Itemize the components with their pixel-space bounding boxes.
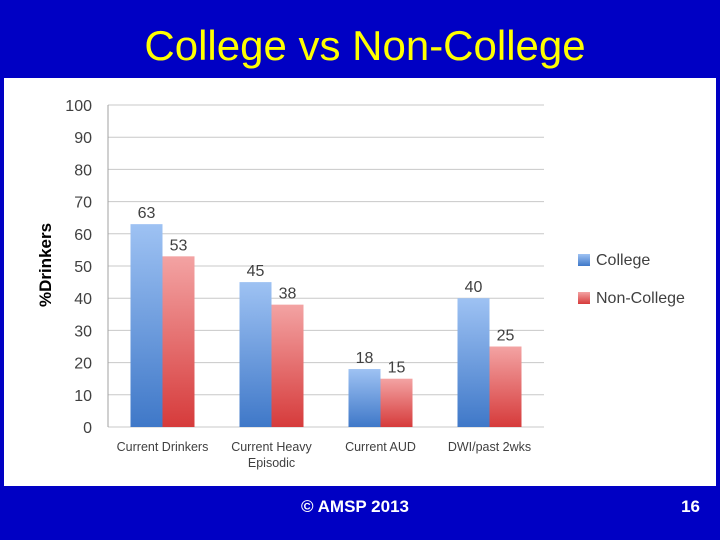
y-tick-label: 0 bbox=[83, 420, 92, 437]
bar-non-college bbox=[271, 304, 304, 427]
data-label: 53 bbox=[170, 237, 188, 254]
bar-college bbox=[130, 224, 163, 427]
y-tick-label: 50 bbox=[74, 259, 92, 276]
legend-label: Non-College bbox=[596, 290, 685, 307]
data-label: 15 bbox=[388, 360, 406, 377]
data-labels: 63 53 45 38 18 15 40 25 bbox=[138, 205, 515, 377]
y-tick-labels: 0 10 20 30 40 50 60 70 80 90 100 bbox=[65, 98, 92, 437]
data-label: 18 bbox=[356, 350, 374, 367]
bar-college bbox=[457, 298, 490, 427]
y-axis-label: %Drinkers bbox=[36, 223, 55, 307]
legend-swatch bbox=[578, 254, 590, 266]
bar-college bbox=[348, 369, 381, 427]
x-tick-label: Episodic bbox=[248, 456, 295, 470]
x-tick-label: Current Drinkers bbox=[117, 440, 209, 454]
bars bbox=[130, 224, 522, 427]
slide-title: College vs Non-College bbox=[144, 22, 586, 69]
y-tick-label: 20 bbox=[74, 356, 92, 373]
legend-label: College bbox=[596, 252, 650, 269]
y-tick-label: 40 bbox=[74, 291, 92, 308]
x-tick-labels: Current Drinkers Current Heavy Episodic Cur… bbox=[117, 440, 532, 470]
legend: College Non-College bbox=[578, 252, 685, 307]
y-tick-label: 80 bbox=[74, 162, 92, 179]
x-tick-label: Current Heavy bbox=[231, 440, 312, 454]
y-tick-label: 100 bbox=[65, 98, 92, 115]
copyright-footer: © AMSP 2013 bbox=[301, 497, 409, 516]
page-number: 16 bbox=[681, 497, 700, 516]
data-label: 25 bbox=[497, 328, 515, 345]
y-tick-label: 60 bbox=[74, 227, 92, 244]
bar-non-college bbox=[380, 378, 413, 427]
legend-swatch bbox=[578, 292, 590, 304]
y-tick-label: 90 bbox=[74, 130, 92, 147]
x-tick-label: DWI/past 2wks bbox=[448, 440, 531, 454]
y-tick-label: 10 bbox=[74, 388, 92, 405]
y-tick-label: 70 bbox=[74, 195, 92, 212]
data-label: 40 bbox=[465, 279, 483, 296]
data-label: 45 bbox=[247, 263, 265, 280]
bar-non-college bbox=[489, 346, 522, 427]
y-tick-label: 30 bbox=[74, 323, 92, 340]
bar-non-college bbox=[162, 256, 195, 427]
x-tick-label: Current AUD bbox=[345, 440, 416, 454]
bar-college bbox=[239, 282, 272, 427]
chart-panel: 0 10 20 30 40 50 60 70 80 90 100 63 53 45 38 18 15 40 25 … bbox=[4, 78, 716, 486]
data-label: 38 bbox=[279, 286, 297, 303]
data-label: 63 bbox=[138, 205, 156, 222]
